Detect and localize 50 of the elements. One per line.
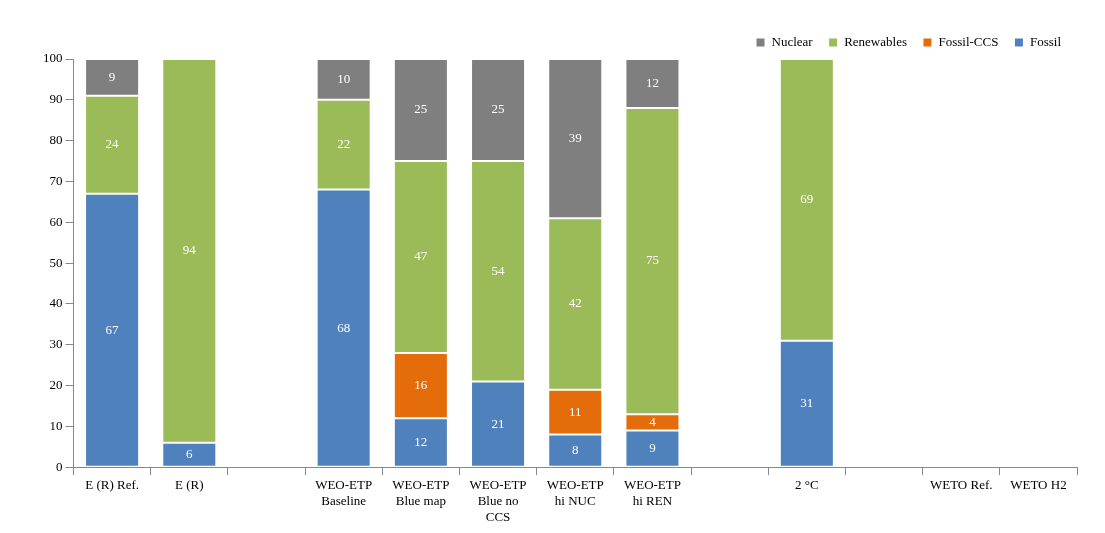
data-label: 67 bbox=[105, 321, 120, 337]
x-tick-label: WEO-ETP Baseline bbox=[315, 477, 373, 509]
data-label: 9 bbox=[649, 440, 656, 455]
data-label: 11 bbox=[568, 403, 582, 419]
legend-label: Fossil bbox=[1029, 33, 1062, 49]
data-label: 75 bbox=[645, 252, 659, 268]
data-label: 10 bbox=[337, 70, 351, 86]
data-label: 9 bbox=[108, 68, 116, 84]
data-label: 4 bbox=[649, 413, 657, 429]
y-tick-label: 40 bbox=[49, 295, 63, 311]
x-tick-label: WEO-ETP Blue map bbox=[392, 477, 450, 509]
y-tick-label: 50 bbox=[49, 254, 63, 270]
data-label: 39 bbox=[568, 130, 582, 146]
data-label: 25 bbox=[414, 101, 428, 117]
x-tick-label: E (R) bbox=[175, 477, 204, 493]
legend-label: Nuclear bbox=[771, 33, 814, 49]
x-tick-label: WEO-ETP hi REN bbox=[623, 477, 681, 509]
data-label: 54 bbox=[491, 262, 506, 278]
data-label: 16 bbox=[414, 376, 428, 392]
data-label: 68 bbox=[337, 319, 351, 335]
y-tick-label: 20 bbox=[49, 376, 63, 392]
data-label: 24 bbox=[105, 136, 120, 152]
y-tick-label: 60 bbox=[49, 213, 63, 229]
y-tick-label: 100 bbox=[43, 50, 63, 66]
data-label: 12 bbox=[645, 74, 659, 90]
data-label: 21 bbox=[491, 415, 505, 431]
x-tick-label: WEO-ETP hi NUC bbox=[546, 477, 604, 509]
legend-label: Fossil-CCS bbox=[938, 33, 999, 49]
x-tick-label: 2 °C bbox=[795, 477, 819, 493]
x-tick-label: WEO-ETP Blue no CCS bbox=[469, 477, 527, 524]
x-tick-label: WETO H2 bbox=[1010, 477, 1067, 493]
data-label: 31 bbox=[800, 395, 814, 411]
x-tick-label: E (R) Ref. bbox=[85, 477, 139, 493]
legend-label: Renewables bbox=[844, 33, 907, 49]
data-label: 22 bbox=[337, 136, 351, 152]
data-label: 6 bbox=[186, 446, 194, 462]
y-tick-label: 0 bbox=[56, 458, 63, 474]
data-label: 42 bbox=[568, 295, 582, 311]
data-label: 69 bbox=[800, 191, 814, 207]
y-tick-label: 90 bbox=[49, 91, 63, 107]
y-tick-label: 80 bbox=[49, 132, 63, 148]
data-label: 94 bbox=[182, 242, 197, 258]
y-tick-label: 70 bbox=[49, 172, 63, 188]
y-tick-label: 30 bbox=[49, 336, 63, 352]
data-label: 8 bbox=[572, 442, 579, 458]
data-label: 25 bbox=[491, 101, 505, 117]
x-tick-label: WETO Ref. bbox=[929, 477, 993, 493]
data-label: 47 bbox=[414, 248, 428, 264]
data-label: 12 bbox=[414, 433, 428, 449]
y-tick-label: 10 bbox=[49, 417, 63, 433]
